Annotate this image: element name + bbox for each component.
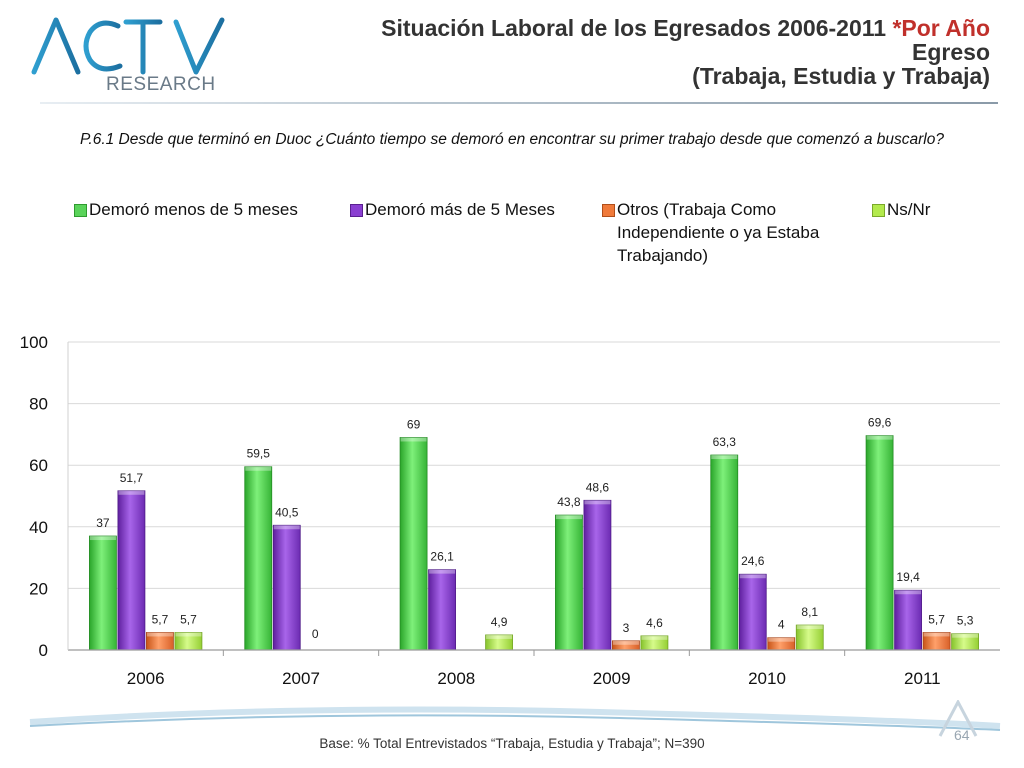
y-tick-label: 0 [39, 641, 48, 660]
data-label: 5,7 [152, 612, 169, 626]
bar-2009-s1 [583, 499, 612, 651]
bar-highlight [711, 455, 738, 460]
data-label: 69,6 [868, 416, 892, 430]
bar-2008-s1 [428, 569, 456, 651]
legend-item-mas-5: Demoró más de 5 Meses [350, 198, 590, 221]
bar-highlight [952, 633, 979, 638]
x-category-label: 2006 [127, 669, 165, 688]
y-tick-label: 60 [29, 456, 48, 475]
base-footnote: Base: % Total Entrevistados “Trabaja, Es… [319, 736, 705, 751]
footer-wave-decoration [29, 700, 1001, 737]
x-category-label: 2009 [593, 669, 631, 688]
bar-highlight [400, 437, 427, 442]
legend-swatch-lime [872, 204, 885, 217]
bar-highlight [89, 536, 116, 541]
data-label: 43,8 [557, 495, 581, 509]
legend-label: Demoró más de 5 Meses [365, 200, 555, 219]
bar-highlight [612, 640, 639, 645]
data-label: 8,1 [801, 605, 818, 619]
bar-chart: 37 51,7 5,7 5,7 59,5 40,5 0 69 26,1 4,9 43,8 48,6 3 4… [20, 333, 1000, 688]
data-label: 24,6 [741, 554, 765, 568]
y-tick-label: 100 [20, 333, 48, 352]
bar-highlight [895, 590, 922, 595]
bar-2010-s3 [795, 624, 824, 651]
bar-2011-s0 [865, 435, 894, 651]
page-number: 64 [954, 727, 970, 743]
chart-legend: Demoró menos de 5 meses Demoró más de 5 … [74, 198, 994, 278]
bar-2011-s1 [894, 589, 922, 651]
y-tick-label: 80 [29, 395, 48, 414]
bar-highlight [923, 632, 950, 637]
bar-highlight [866, 435, 893, 440]
bar-highlight [146, 632, 173, 637]
bar-2010-s0 [710, 454, 739, 651]
bar-highlight [768, 637, 795, 642]
bar-highlight [245, 466, 272, 471]
bar-2007-s1 [272, 524, 301, 651]
logo-subtitle: RESEARCH [106, 74, 216, 95]
x-category-label: 2008 [437, 669, 475, 688]
bar-highlight [273, 525, 300, 530]
bar-highlight [584, 500, 611, 505]
legend-label: Otros (Trabaja Como Independiente o ya E… [617, 200, 820, 265]
activa-wordmark [31, 17, 225, 75]
legend-label: Demoró menos de 5 meses [89, 200, 298, 219]
data-label: 48,6 [586, 480, 610, 494]
bar-highlight [796, 625, 823, 630]
legend-item-nsnr: Ns/Nr [872, 198, 992, 221]
bar-highlight [486, 634, 513, 639]
data-label: 19,4 [896, 570, 920, 584]
data-label: 5,7 [180, 612, 197, 626]
data-label: 40,5 [275, 505, 299, 519]
y-tick-label: 40 [29, 518, 48, 537]
bar-highlight [118, 490, 145, 495]
bar-highlight [175, 632, 202, 637]
bar-highlight [739, 574, 766, 579]
title-line1-accent: *Por Año [892, 15, 990, 41]
x-category-label: 2007 [282, 669, 320, 688]
x-category-label: 2010 [748, 669, 786, 688]
legend-item-otros: Otros (Trabaja Como Independiente o ya E… [602, 198, 842, 267]
y-tick-label: 20 [29, 579, 48, 598]
data-label: 37 [96, 516, 110, 530]
page-title: Situación Laboral de los Egresados 2006-… [290, 16, 990, 88]
legend-swatch-green [74, 204, 87, 217]
bar-highlight [555, 515, 582, 520]
bar-2007-s0 [244, 466, 273, 651]
data-label: 4,9 [491, 615, 508, 629]
title-line2: Egreso [912, 39, 990, 65]
bar-2008-s0 [399, 437, 428, 651]
legend-swatch-orange [602, 204, 615, 217]
data-label: 4 [778, 618, 785, 632]
bar-2006-s1 [117, 490, 146, 651]
title-line3: (Trabaja, Estudia y Trabaja) [692, 63, 990, 89]
data-label: 26,1 [430, 550, 454, 564]
data-label: 63,3 [713, 435, 737, 449]
bar-2010-s1 [738, 573, 767, 651]
data-label: 69 [407, 417, 421, 431]
title-line1-main: Situación Laboral de los Egresados 2006-… [381, 15, 893, 41]
activa-logo: RESEARCH [30, 14, 230, 104]
legend-swatch-purple [350, 204, 363, 217]
data-label: 0 [312, 627, 319, 641]
bar-2009-s0 [555, 514, 583, 651]
data-label: 4,6 [646, 616, 663, 630]
data-label: 5,7 [928, 612, 945, 626]
data-label: 5,3 [957, 614, 974, 628]
legend-label: Ns/Nr [887, 200, 931, 219]
data-label: 3 [623, 621, 630, 635]
data-label: 59,5 [247, 447, 271, 461]
bar-highlight [429, 569, 456, 574]
survey-question: P.6.1 Desde que terminó en Duoc ¿Cuánto … [80, 131, 944, 148]
title-divider [40, 102, 998, 104]
x-category-label: 2011 [904, 669, 941, 688]
legend-item-menos-5: Demoró menos de 5 meses [74, 198, 334, 221]
bar-highlight [641, 635, 668, 640]
bar-2006-s0 [89, 535, 117, 651]
data-label: 51,7 [120, 471, 144, 485]
